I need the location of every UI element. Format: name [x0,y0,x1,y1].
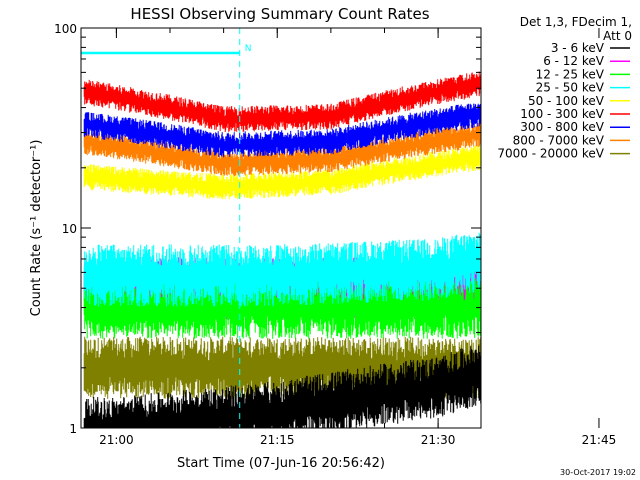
y-axis-label: Count Rate (s⁻¹ detector⁻¹) [29,140,44,317]
y-tick-label: 10 [62,222,77,236]
x-axis-label: Start Time (07-Jun-16 20:56:42) [177,456,385,471]
series-800-to-7000kev [83,121,481,177]
x-tick-label: 21:30 [421,433,456,447]
series-25-to-50kev [83,232,481,307]
legend-header-line-1: Det 1,3, FDecim 1, [520,15,632,29]
plot-timestamp: 30-Oct-2017 19:02 [560,468,636,477]
series-12-to-25kev [83,276,481,339]
legend-label: 50 - 100 keV [528,94,605,108]
series-50-to-100kev [83,144,481,200]
legend-label: 7000 - 20000 keV [497,147,604,161]
x-tick-label: 21:00 [99,433,134,447]
legend-label: 25 - 50 keV [536,81,605,95]
legend-label: 300 - 800 keV [520,120,604,134]
x-tick-label: 21:15 [260,433,295,447]
y-tick-label: 100 [54,22,77,36]
y-tick-label: 1 [69,422,77,436]
legend-label: 100 - 300 keV [520,107,604,121]
legend-label: 800 - 7000 keV [513,133,605,147]
series-300-to-800kev [83,103,481,158]
chart-title: HESSI Observing Summary Count Rates [130,5,429,23]
svg-text:N: N [245,44,252,54]
legend-label: 12 - 25 keV [536,67,605,81]
legend-label: 3 - 6 keV [551,41,605,55]
legend-label: 6 - 12 keV [543,54,605,68]
series-100-to-300kev [83,71,481,133]
x-tick-label: 21:45 [582,433,617,447]
legend-header-line-2: Att 0 [603,29,632,43]
series-3-to-6kev [83,345,481,428]
